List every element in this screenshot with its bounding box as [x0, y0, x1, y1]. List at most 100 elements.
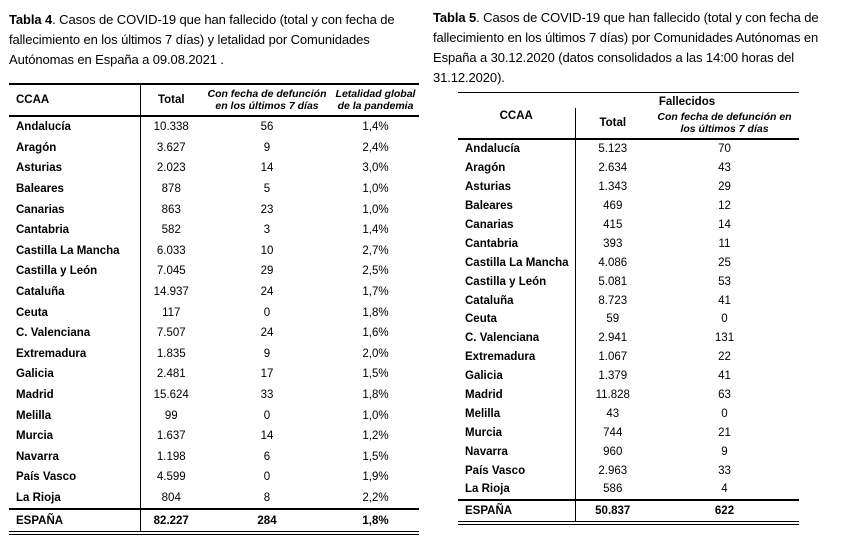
last7-cell: 29: [718, 181, 731, 194]
total-cell: 5.123: [598, 143, 628, 156]
last7-cell: 21: [718, 426, 731, 439]
table-row: Canarias 863 23 1,0%: [9, 199, 419, 220]
last7-cell: 0: [263, 409, 271, 422]
ccaa-cell: Canarias: [458, 215, 576, 235]
total-cell: 586: [603, 483, 623, 496]
table-row: Melilla 43 0: [458, 404, 799, 424]
espana-total: 82.227: [140, 508, 202, 536]
table-row: Castilla y León 5.081 53: [458, 272, 799, 292]
table-row: Baleares 469 12: [458, 196, 799, 216]
ccaa-cell: Andalucía: [458, 139, 576, 159]
table-row: C. Valenciana 2.941 131: [458, 328, 799, 348]
ccaa-cell: Ceuta: [458, 310, 576, 329]
last7-cell: 23: [260, 203, 274, 216]
ccaa-cell: Castilla La Mancha: [458, 253, 576, 273]
last7-cell: 70: [718, 143, 731, 156]
table-row: Murcia 1.637 14 1,2%: [9, 425, 419, 447]
last7-cell: 9: [263, 347, 271, 360]
last7-cell: 11: [718, 237, 731, 250]
total-cell: 2.941: [598, 332, 628, 345]
lethality-cell: 1,4%: [362, 121, 389, 134]
espana-last7: 622: [650, 498, 799, 525]
ccaa-cell: Murcia: [458, 423, 576, 443]
lethality-cell: 1,5%: [362, 450, 389, 463]
total-cell: 6.033: [156, 244, 186, 257]
espana-label: ESPAÑA: [458, 498, 576, 525]
total-cell: 11.828: [595, 389, 630, 402]
last7-cell: 53: [718, 275, 731, 288]
last7-cell: 6: [263, 450, 271, 463]
table4: CCAA Total Con fecha de defunción en los…: [9, 83, 419, 536]
last7-cell: 41: [718, 370, 731, 383]
table-row: La Rioja 586 4: [458, 480, 799, 500]
last7-cell: 29: [260, 265, 274, 278]
table-row: Castilla La Mancha 6.033 10 2,7%: [9, 240, 419, 262]
ccaa-cell: Cantabria: [9, 219, 141, 241]
table-row: Navarra 960 9: [458, 442, 799, 462]
lethality-cell: 1,8%: [362, 306, 389, 319]
total-cell: 1.835: [156, 347, 186, 360]
lethality-cell: 1,6%: [362, 327, 389, 340]
last7-cell: 4: [721, 483, 728, 496]
table4-title-text: . Casos de COVID-19 que han fallecido (t…: [9, 12, 395, 67]
total-cell: 5.081: [598, 275, 628, 288]
table5-header-fallecidos: Fallecidos: [575, 92, 799, 108]
last7-cell: 12: [718, 200, 731, 213]
table-row: Extremadura 1.067 22: [458, 347, 799, 367]
table5-title-label: Tabla 5: [433, 10, 477, 25]
ccaa-cell: Melilla: [458, 404, 576, 424]
total-cell: 393: [603, 237, 623, 250]
lethality-cell: 1,0%: [362, 183, 389, 196]
table-row: Cataluña 14.937 24 1,7%: [9, 281, 419, 303]
total-cell: 59: [606, 313, 620, 326]
table5-header-ccaa: CCAA: [458, 92, 575, 140]
table4-section: Tabla 4. Casos de COVID-19 que han falle…: [9, 10, 423, 536]
table-row: Galicia 1.379 41: [458, 366, 799, 386]
table-row: Murcia 744 21: [458, 423, 799, 443]
table-row: Aragón 2.634 43: [458, 158, 799, 178]
lethality-cell: 1,5%: [362, 368, 389, 381]
lethality-cell: 1,0%: [362, 409, 389, 422]
ccaa-cell: La Rioja: [458, 480, 576, 500]
last7-cell: 14: [718, 219, 731, 231]
last7-cell: 9: [263, 141, 271, 154]
table-row: Cataluña 8.723 41: [458, 291, 799, 311]
last7-cell: 24: [260, 327, 274, 340]
ccaa-cell: Castilla La Mancha: [9, 240, 141, 262]
total-cell: 4.599: [156, 471, 186, 484]
last7-cell: 56: [260, 121, 274, 134]
table-row: Castilla La Mancha 4.086 25: [458, 253, 799, 273]
last7-cell: 5: [263, 183, 271, 196]
table-row: Asturias 1.343 29: [458, 177, 799, 197]
total-cell: 8.723: [598, 294, 628, 307]
ccaa-cell: Galicia: [458, 366, 576, 386]
table-row: Baleares 878 5 1,0%: [9, 178, 419, 200]
last7-cell: 33: [718, 464, 731, 477]
ccaa-cell: Cataluña: [9, 281, 141, 303]
ccaa-cell: C. Valenciana: [9, 322, 141, 344]
table-row: C. Valenciana 7.507 24 1,6%: [9, 322, 419, 344]
lethality-cell: 1,9%: [362, 471, 389, 484]
last7-cell: 33: [260, 389, 274, 402]
lethality-cell: 1,0%: [362, 203, 389, 216]
last7-cell: 3: [263, 224, 271, 237]
ccaa-cell: Galicia: [9, 364, 141, 385]
table-row: Galicia 2.481 17 1,5%: [9, 364, 419, 385]
total-cell: 15.624: [153, 389, 189, 402]
last7-cell: 0: [721, 407, 728, 420]
ccaa-cell: Cantabria: [458, 234, 576, 254]
last7-cell: 25: [718, 256, 731, 269]
table5-title: Tabla 5. Casos de COVID-19 que han falle…: [433, 8, 831, 88]
last7-cell: 17: [260, 368, 274, 381]
total-cell: 863: [161, 203, 181, 216]
lethality-cell: 1,7%: [362, 286, 389, 299]
table4-body: Andalucía 10.338 56 1,4% Aragón 3.627 9 …: [9, 116, 419, 510]
table-row: Extremadura 1.835 9 2,0%: [9, 343, 419, 365]
total-cell: 582: [161, 224, 181, 237]
total-cell: 1.637: [156, 430, 186, 443]
table5-body: Andalucía 5.123 70 Aragón 2.634 43 Astur…: [458, 139, 799, 500]
lethality-cell: 2,7%: [362, 244, 389, 257]
table-row: Asturias 2.023 14 3,0%: [9, 158, 419, 179]
lethality-cell: 2,0%: [362, 347, 389, 360]
table5-title-text: . Casos de COVID-19 que han fallecido (t…: [433, 10, 819, 85]
